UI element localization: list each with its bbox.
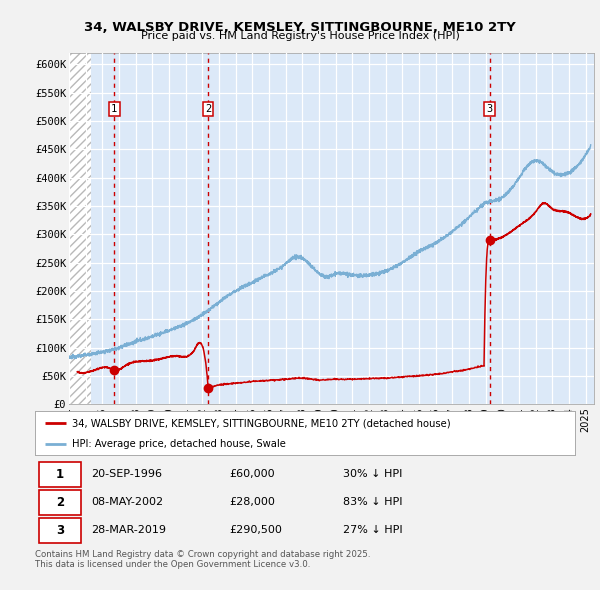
Text: £60,000: £60,000 [229,469,275,479]
Text: 1: 1 [56,468,64,481]
Text: Contains HM Land Registry data © Crown copyright and database right 2025.
This d: Contains HM Land Registry data © Crown c… [35,550,370,569]
Text: Price paid vs. HM Land Registry's House Price Index (HPI): Price paid vs. HM Land Registry's House … [140,31,460,41]
Text: 34, WALSBY DRIVE, KEMSLEY, SITTINGBOURNE, ME10 2TY (detached house): 34, WALSBY DRIVE, KEMSLEY, SITTINGBOURNE… [71,418,450,428]
Text: 1: 1 [111,104,118,114]
FancyBboxPatch shape [39,490,81,515]
FancyBboxPatch shape [39,518,81,543]
Text: 3: 3 [56,523,64,536]
Text: 28-MAR-2019: 28-MAR-2019 [92,525,167,535]
Text: 83% ↓ HPI: 83% ↓ HPI [343,497,402,507]
Text: 34, WALSBY DRIVE, KEMSLEY, SITTINGBOURNE, ME10 2TY: 34, WALSBY DRIVE, KEMSLEY, SITTINGBOURNE… [84,21,516,34]
Text: £28,000: £28,000 [229,497,275,507]
Text: HPI: Average price, detached house, Swale: HPI: Average price, detached house, Swal… [71,438,286,448]
Text: 3: 3 [487,104,493,114]
Text: £290,500: £290,500 [229,525,282,535]
Text: 20-SEP-1996: 20-SEP-1996 [92,469,163,479]
Bar [69,53,91,404]
Text: 30% ↓ HPI: 30% ↓ HPI [343,469,402,479]
Text: 08-MAY-2002: 08-MAY-2002 [92,497,164,507]
Text: 27% ↓ HPI: 27% ↓ HPI [343,525,402,535]
Text: 2: 2 [205,104,211,114]
Text: 2: 2 [56,496,64,509]
FancyBboxPatch shape [39,462,81,487]
